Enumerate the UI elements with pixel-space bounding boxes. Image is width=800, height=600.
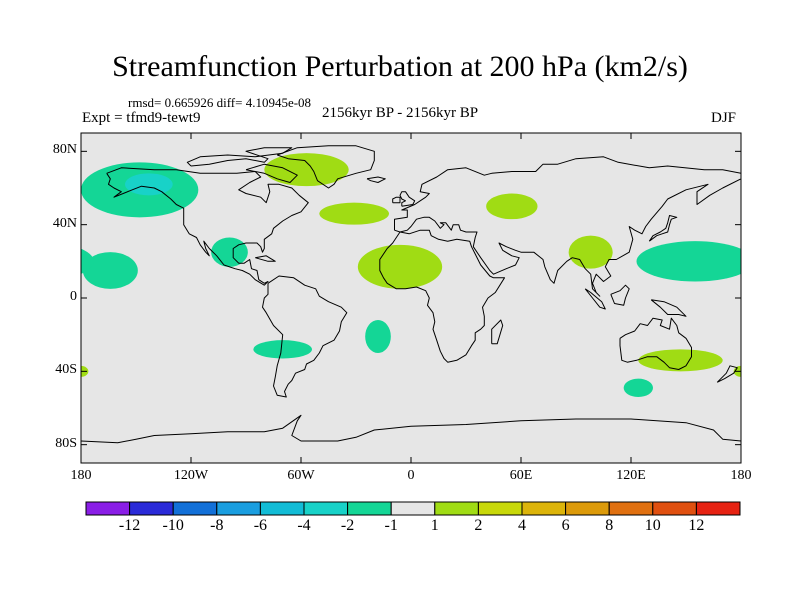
colorbar-swatch — [172, 501, 218, 516]
lat-tick-label: 80S — [55, 435, 77, 451]
colorbar-swatch — [695, 501, 741, 516]
lon-tick-label: 120E — [616, 468, 646, 483]
positive-anomaly-region — [486, 193, 538, 220]
colorbar-swatch — [521, 501, 567, 516]
colorbar-label: 4 — [518, 517, 526, 534]
colorbar-label: 12 — [688, 517, 705, 534]
coastline — [394, 156, 741, 297]
positive-anomaly-region — [264, 153, 349, 187]
colorbar-swatch — [565, 501, 610, 516]
colorbar-swatch — [129, 501, 174, 516]
colorbar-label: -1 — [384, 517, 398, 534]
coastline — [648, 215, 678, 242]
colorbar-label: 6 — [561, 517, 570, 534]
negative-anomaly-region — [623, 378, 653, 398]
colorbar-swatch — [85, 501, 131, 516]
lon-tick-label: 0 — [407, 468, 415, 483]
colorbar-label: -4 — [297, 517, 311, 534]
negative-anomaly-region — [743, 252, 798, 289]
negative-anomaly-region — [81, 248, 94, 274]
map-title: Streamfunction Perturbation at 200 hPa (… — [112, 50, 688, 83]
coastline — [277, 145, 375, 189]
lat-tick-label: 40N — [52, 215, 77, 231]
coastline — [245, 163, 298, 183]
lon-tick-label: 180 — [730, 468, 752, 483]
season-label: DJF — [711, 110, 737, 126]
negative_core-anomaly-region — [785, 173, 800, 195]
colorbar-swatch — [390, 501, 436, 516]
lon-tick-label: 60E — [509, 468, 533, 483]
negative-anomaly-region — [211, 237, 248, 267]
tick-layer — [80, 133, 742, 463]
coastline — [610, 284, 630, 306]
colorbar-label: -2 — [340, 517, 355, 534]
colorbar-label: -10 — [162, 517, 184, 534]
colorbar-swatch — [652, 501, 697, 516]
period-label: 2156kyr BP - 2156kyr BP — [322, 105, 479, 121]
negative-anomaly-region — [741, 162, 800, 217]
lat-tick-label: 40S — [55, 362, 77, 378]
coastline — [186, 147, 293, 167]
coastline — [379, 229, 505, 363]
coastline — [81, 414, 741, 444]
lon-tick-label: 180 — [70, 468, 92, 483]
lat-tick-label: 80N — [52, 142, 77, 158]
positive-anomaly-region — [568, 235, 613, 269]
coastline — [366, 176, 386, 183]
lat-tick-label: 0 — [70, 289, 77, 304]
colorbar-label: 8 — [605, 517, 614, 534]
colorbar-label: 1 — [430, 517, 439, 534]
stats-label: rmsd= 0.665926 diff= 4.10945e-08 — [128, 95, 312, 110]
positive-anomaly-region — [357, 244, 443, 289]
colorbar-label: -12 — [118, 517, 141, 534]
coastline — [716, 365, 738, 383]
colorbar — [85, 501, 741, 516]
coastline — [584, 288, 606, 310]
colorbar-swatch — [216, 501, 261, 516]
coastline — [399, 191, 416, 207]
negative_core-anomaly-region — [124, 173, 173, 196]
coastline — [619, 317, 692, 370]
colorbar-label: -6 — [253, 517, 268, 534]
negative-anomaly-region — [365, 320, 391, 353]
coastline-layer — [81, 145, 741, 444]
positive-anomaly-region — [319, 202, 389, 225]
negative-anomaly-region — [636, 241, 741, 282]
colorbar-swatch — [477, 501, 523, 516]
lon-tick-label: 120W — [173, 468, 209, 483]
colorbar-label: 10 — [644, 517, 661, 534]
lon-tick-label: 60W — [287, 468, 315, 483]
colorbar-swatch — [434, 501, 479, 516]
colorbar-swatch — [259, 501, 305, 516]
colorbar-swatch — [303, 501, 349, 516]
positive-anomaly-region — [638, 349, 723, 372]
coastline — [255, 255, 276, 262]
negative-anomaly-region — [253, 340, 312, 359]
coastline — [392, 196, 401, 204]
coastline — [491, 319, 504, 345]
coastline — [106, 167, 309, 286]
experiment-label: Expt = tfmd9-tewt9 — [82, 110, 201, 126]
coastline — [262, 275, 348, 398]
colorbar-label: 2 — [474, 517, 483, 534]
colorbar-label: -8 — [210, 517, 224, 534]
negative-anomaly-region — [82, 252, 138, 289]
colorbar-swatch — [608, 501, 654, 516]
positive-anomaly-region — [0, 349, 63, 371]
colorbar-swatch — [347, 501, 392, 516]
coastline — [650, 299, 687, 317]
